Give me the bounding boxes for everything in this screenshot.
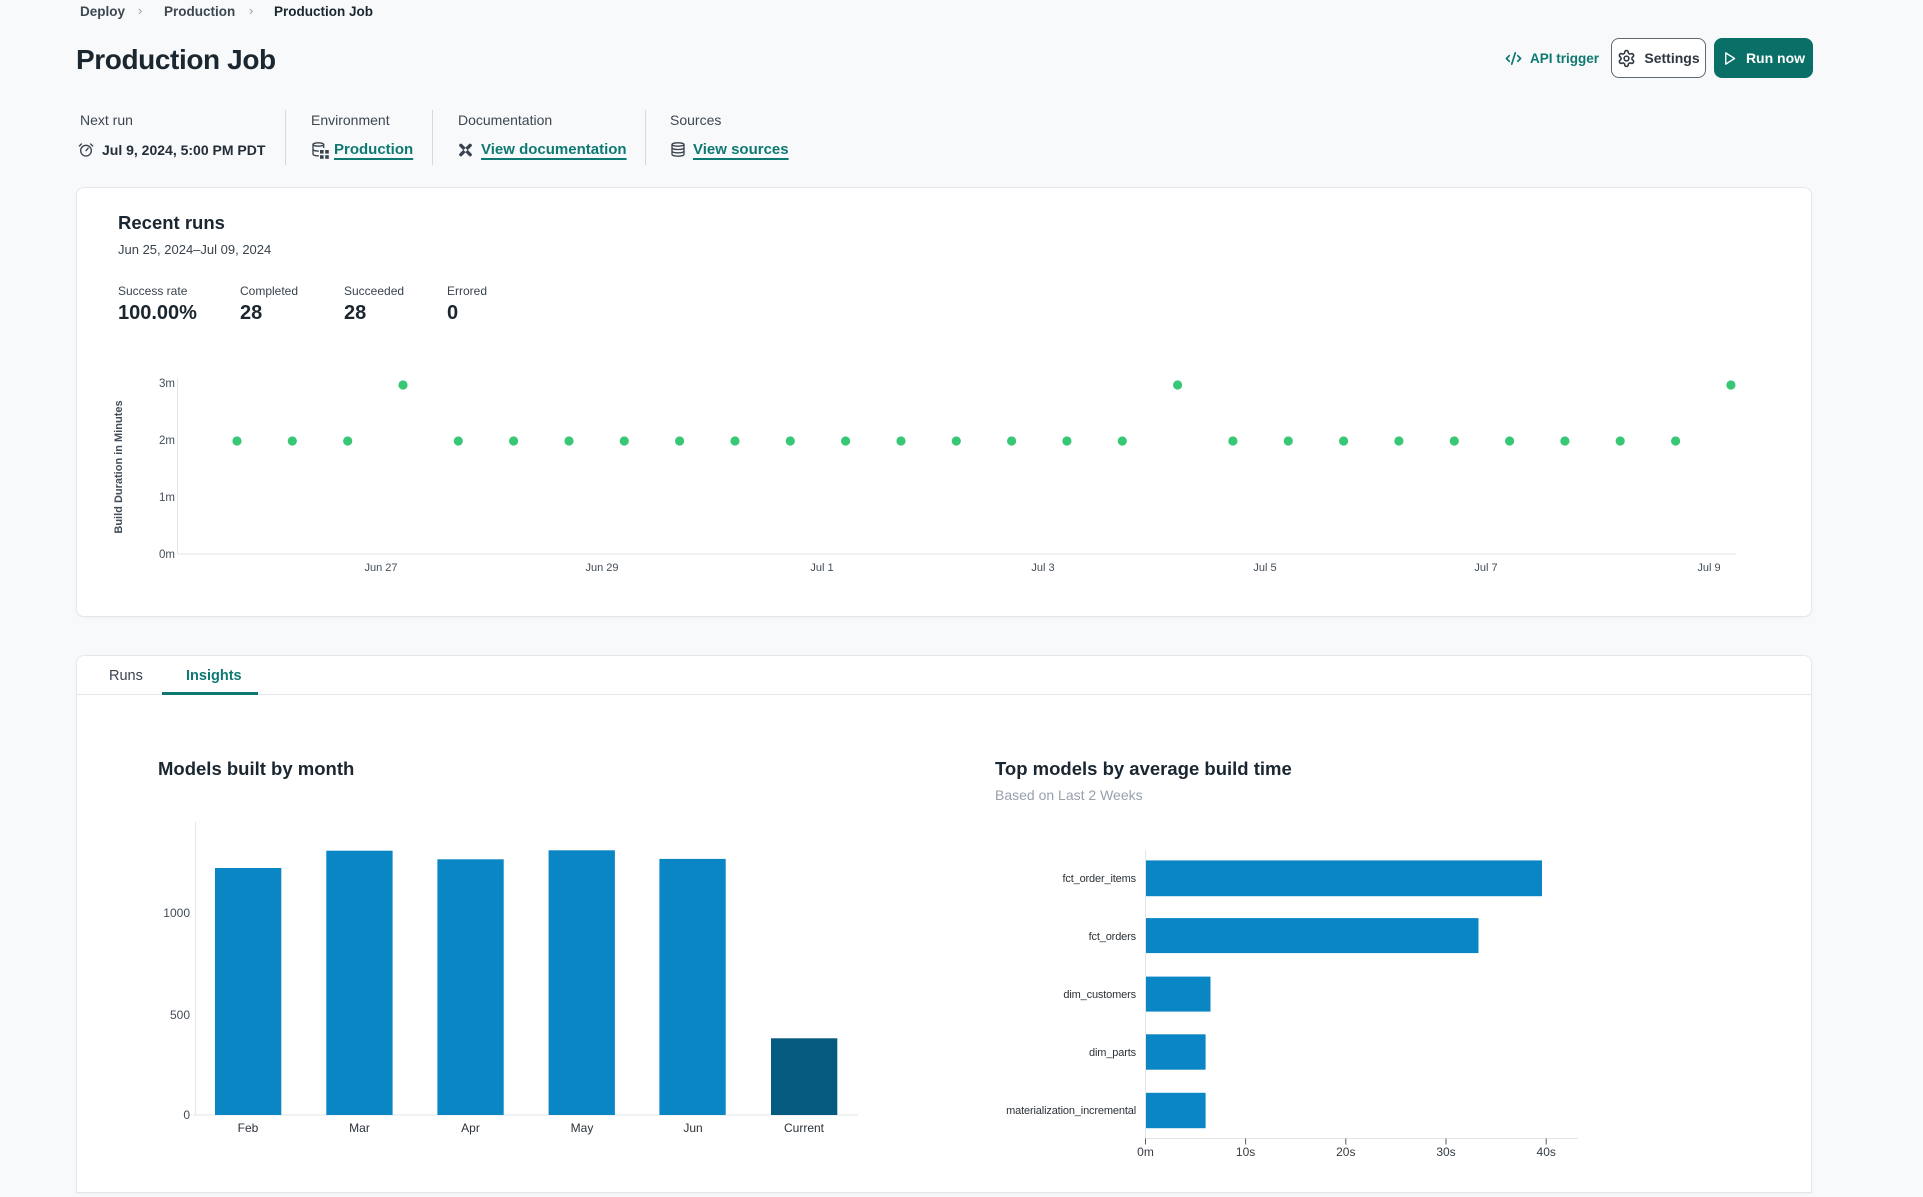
svg-text:Jun 29: Jun 29 (585, 562, 618, 574)
svg-text:0m: 0m (1137, 1145, 1154, 1159)
svg-text:dim_customers: dim_customers (1063, 989, 1136, 1001)
svg-text:Jul 5: Jul 5 (1253, 562, 1276, 574)
svg-text:fct_order_items: fct_order_items (1062, 873, 1136, 885)
svg-text:Jul 9: Jul 9 (1697, 562, 1720, 574)
svg-text:1000: 1000 (163, 906, 190, 920)
svg-text:Jul 1: Jul 1 (810, 562, 833, 574)
svg-text:May: May (571, 1121, 594, 1135)
svg-text:3m: 3m (159, 378, 175, 390)
svg-text:Jun 27: Jun 27 (364, 562, 397, 574)
svg-text:Current: Current (784, 1121, 825, 1135)
svg-text:Jul 7: Jul 7 (1474, 562, 1497, 574)
svg-text:Feb: Feb (238, 1121, 259, 1135)
svg-text:0m: 0m (159, 549, 175, 561)
svg-text:500: 500 (170, 1008, 190, 1022)
svg-text:Jun: Jun (683, 1121, 702, 1135)
svg-text:20s: 20s (1336, 1145, 1355, 1159)
svg-text:30s: 30s (1436, 1145, 1455, 1159)
svg-text:Mar: Mar (349, 1121, 370, 1135)
svg-text:1m: 1m (159, 492, 175, 504)
svg-text:Jul 3: Jul 3 (1031, 562, 1054, 574)
svg-text:fct_orders: fct_orders (1089, 931, 1137, 943)
svg-text:40s: 40s (1537, 1145, 1556, 1159)
svg-text:2m: 2m (159, 435, 175, 447)
svg-text:Build Duration in Minutes: Build Duration in Minutes (113, 400, 125, 533)
svg-text:materialization_incremental: materialization_incremental (1006, 1105, 1136, 1117)
svg-text:0: 0 (183, 1108, 190, 1122)
svg-text:dim_parts: dim_parts (1089, 1047, 1137, 1059)
svg-text:Apr: Apr (461, 1121, 480, 1135)
svg-text:10s: 10s (1236, 1145, 1255, 1159)
